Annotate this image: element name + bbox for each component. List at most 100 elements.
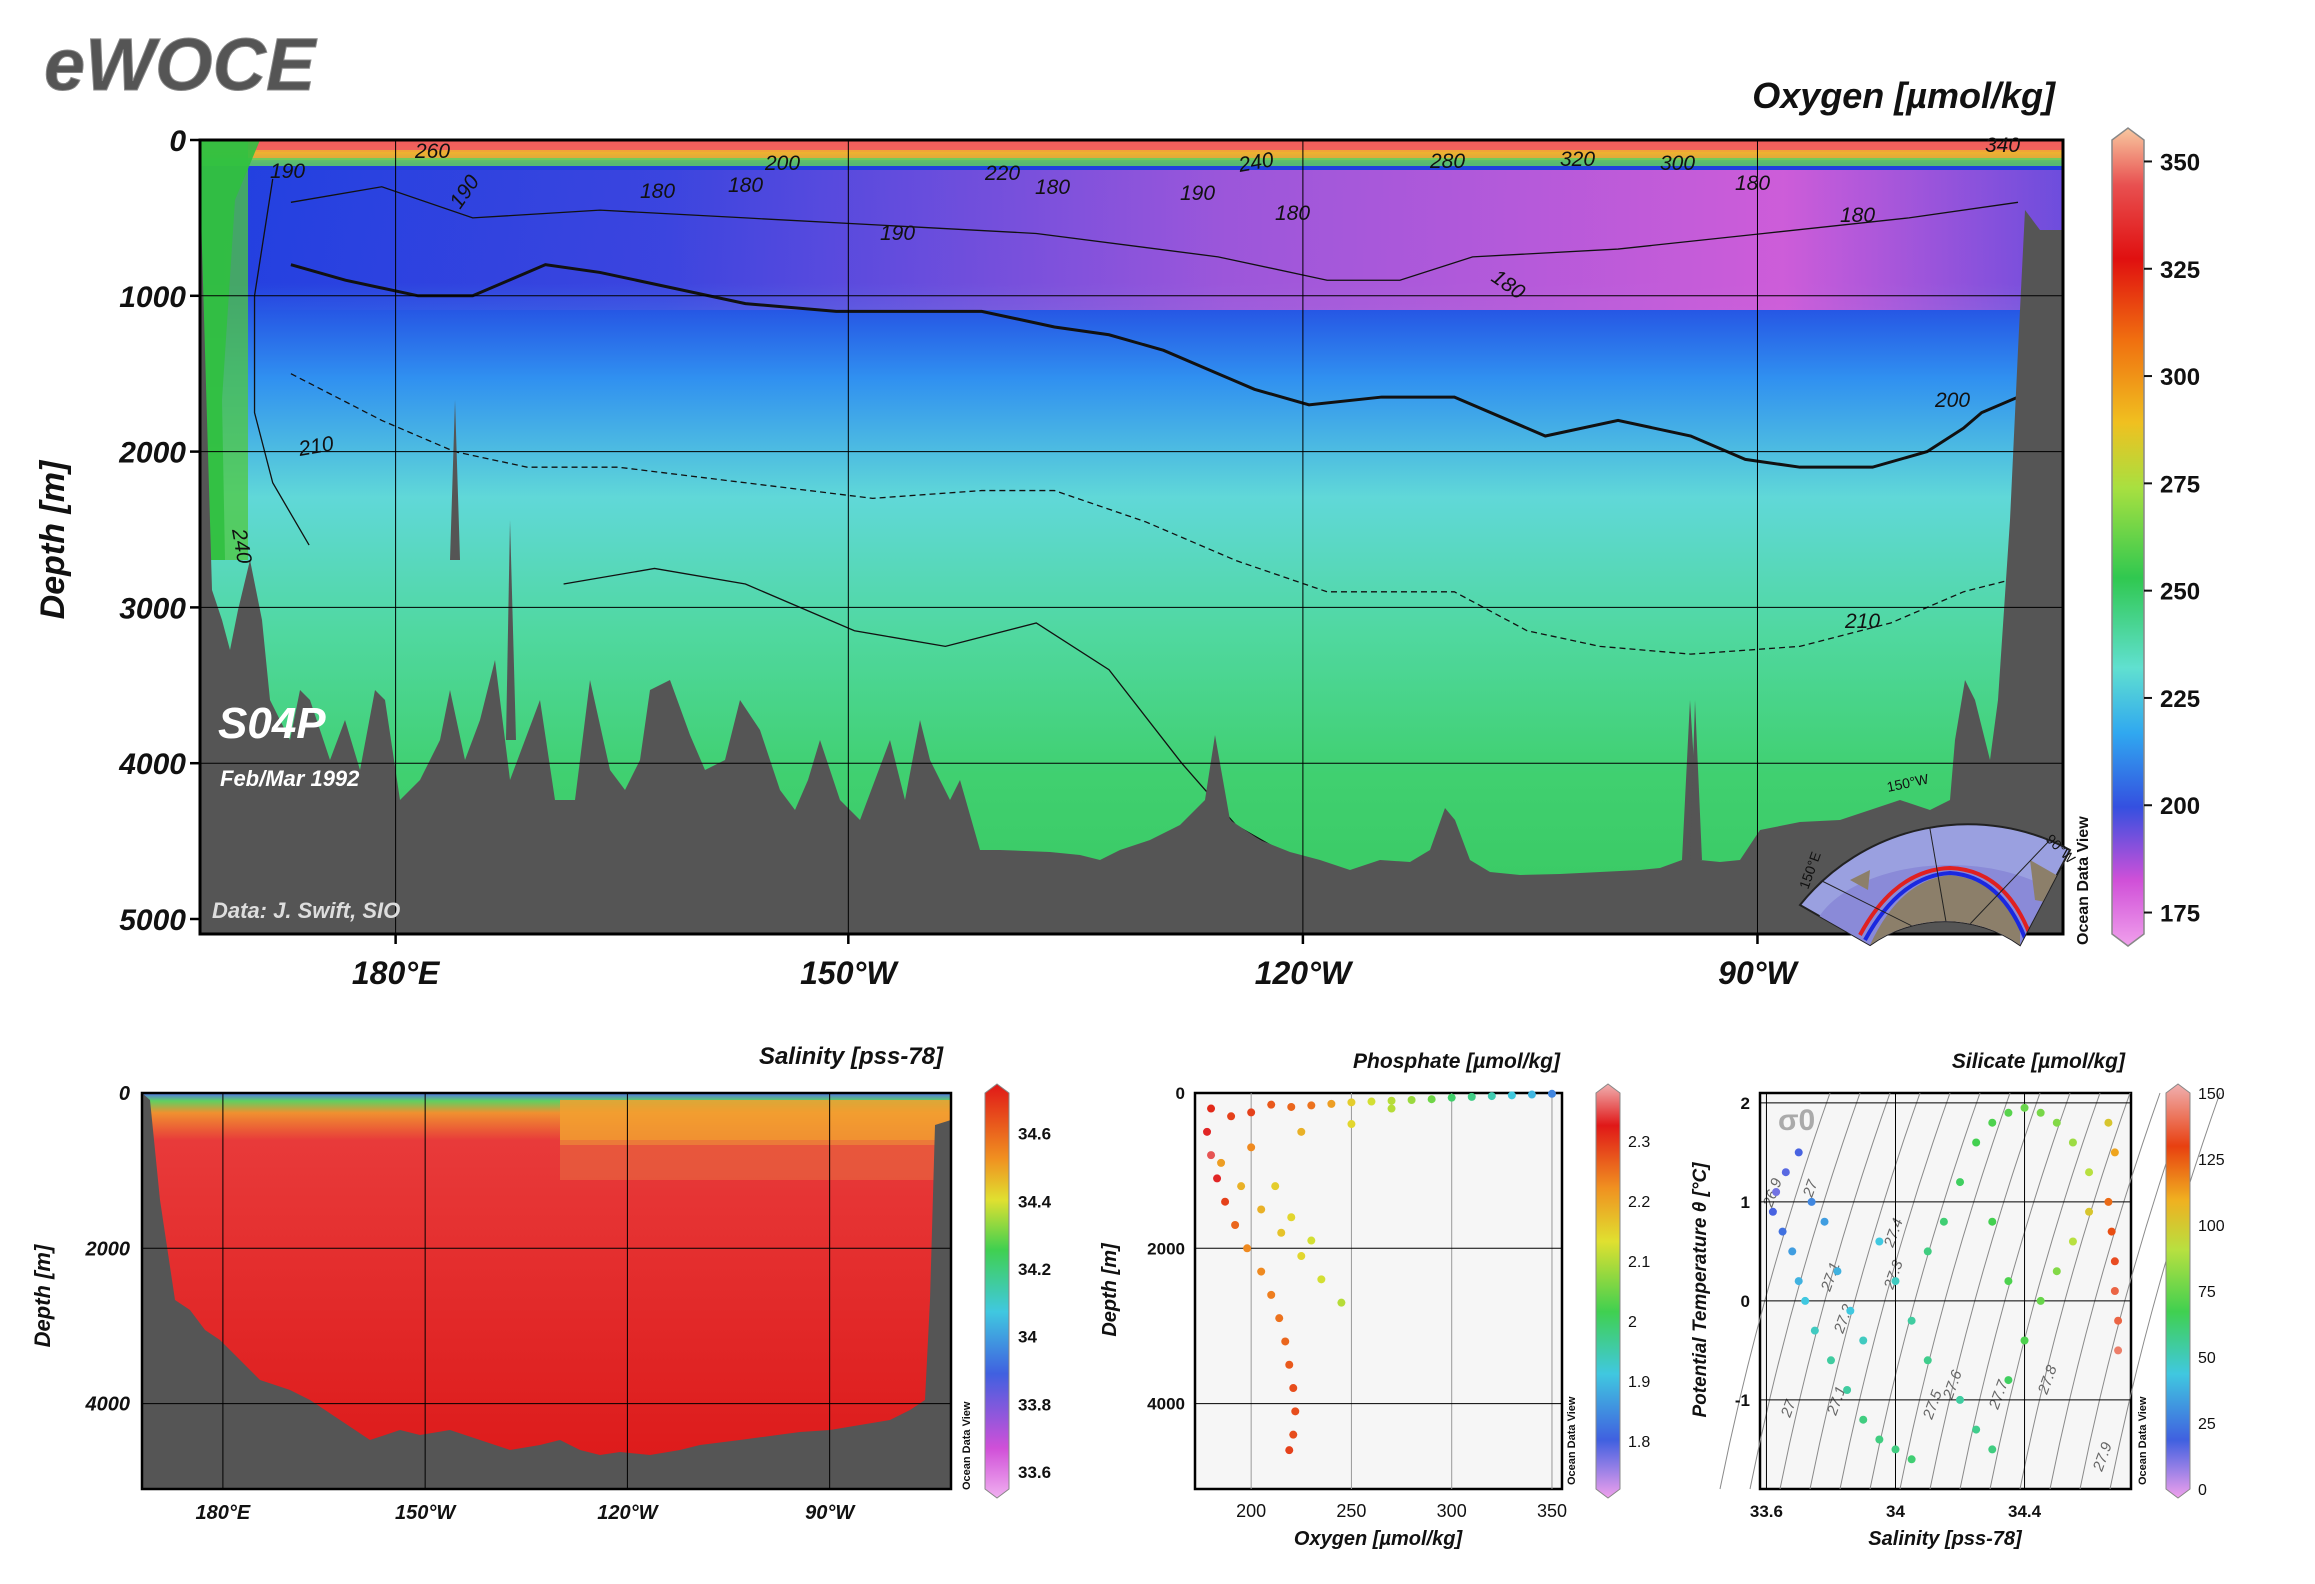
- silicate-x-tick-label: 34.4: [2008, 1502, 2042, 1521]
- oxygen-y-tick-label: 4000: [118, 748, 186, 781]
- silicate-point: [1956, 1395, 1965, 1404]
- phosphate-point: [1287, 1102, 1296, 1111]
- phosphate-title: Phosphate [µmol/kg]: [1353, 1050, 1561, 1073]
- silicate-colorbar: 0 25 50 75 100 125 150: [2165, 1083, 2225, 1499]
- silicate-y-tick-label: -1: [1735, 1391, 1750, 1410]
- silicate-point: [1972, 1138, 1981, 1147]
- silicate-point: [1781, 1168, 1790, 1177]
- silicate-point: [2052, 1118, 2061, 1127]
- silicate-point: [2068, 1237, 2077, 1246]
- oxygen-x-tick-label: 180°E: [352, 955, 441, 991]
- silicate-point: [1988, 1445, 1997, 1454]
- ewoce-logo: eWOCE: [44, 23, 318, 106]
- phosphate-y-tick-label: 0: [1176, 1084, 1185, 1103]
- silicate-colorbar-label: 150: [2198, 1086, 2225, 1103]
- silicate-point: [2036, 1296, 2045, 1305]
- phosphate-point: [1427, 1095, 1436, 1104]
- isopycnal-line: [1749, 1092, 1861, 1490]
- phosphate-point: [1527, 1090, 1536, 1099]
- phosphate-point: [1387, 1096, 1396, 1105]
- phosphate-point: [1203, 1127, 1212, 1136]
- phosphate-x-tick-label: 300: [1437, 1501, 1467, 1521]
- silicate-point: [1939, 1217, 1948, 1226]
- silicate-point: [1988, 1217, 1997, 1226]
- oxygen-field: [200, 140, 2063, 934]
- salinity-colorbar-label: 34.6: [1018, 1125, 1051, 1144]
- silicate-point: [1859, 1415, 1868, 1424]
- phosphate-x-label: Oxygen [µmol/kg]: [1294, 1528, 1464, 1550]
- silicate-point: [2004, 1108, 2013, 1117]
- oxygen-y-tick-label: 0: [169, 125, 186, 158]
- phosphate-point: [1267, 1100, 1276, 1109]
- oxygen-colorbar-label: 200: [2160, 793, 2200, 820]
- phosphate-point: [1467, 1092, 1476, 1101]
- silicate-plot-frame: [1758, 1091, 2133, 1491]
- oxygen-y-axis: 0 1000 2000 3000 4000 5000: [118, 125, 200, 937]
- silicate-point: [2085, 1168, 2094, 1177]
- silicate-point: [2114, 1346, 2123, 1355]
- phosphate-point: [1281, 1337, 1290, 1346]
- isopycnal-line: [1809, 1092, 1921, 1490]
- salinity-colorbar-label: 34: [1018, 1328, 1037, 1347]
- phosphate-point: [1487, 1092, 1496, 1101]
- silicate-point: [1907, 1455, 1916, 1464]
- silicate-point: [2004, 1277, 2013, 1286]
- silicate-point: [1768, 1207, 1777, 1216]
- silicate-colorbar-label: 25: [2198, 1416, 2216, 1433]
- isopycnal-line: [2019, 1092, 2131, 1490]
- phosphate-point: [1507, 1091, 1516, 1100]
- odv-watermark-silicate: Ocean Data View: [2137, 1396, 2149, 1485]
- phosphate-y-label: Depth [m]: [1099, 1242, 1121, 1337]
- oxygen-title: Oxygen [µmol/kg]: [1752, 75, 2056, 116]
- silicate-point: [2004, 1376, 2013, 1385]
- silicate-point: [1846, 1306, 1855, 1315]
- silicate-point: [1907, 1316, 1916, 1325]
- phosphate-x-tick-label: 200: [1236, 1501, 1266, 1521]
- oxygen-contour-label: 190: [270, 160, 305, 183]
- oxygen-colorbar-label: 275: [2160, 471, 2200, 498]
- oxygen-colorbar-label: 325: [2160, 257, 2200, 284]
- silicate-y-tick-label: 2: [1741, 1094, 1750, 1113]
- phosphate-point: [1237, 1182, 1246, 1191]
- phosphate-point: [1291, 1407, 1300, 1416]
- oxygen-colorbar-label: 225: [2160, 686, 2200, 713]
- phosphate-point: [1407, 1095, 1416, 1104]
- isopycnal-line: [1719, 1092, 1831, 1490]
- silicate-point: [2104, 1197, 2113, 1206]
- silicate-point: [2020, 1336, 2029, 1345]
- phosphate-point: [1207, 1151, 1216, 1160]
- oxygen-contour-label: 220: [984, 162, 1020, 185]
- salinity-grid: [142, 1093, 951, 1489]
- silicate-point: [1772, 1188, 1781, 1196]
- isopycnal-line: [2109, 1092, 2221, 1490]
- silicate-point: [1788, 1247, 1797, 1256]
- phosphate-point: [1287, 1213, 1296, 1222]
- silicate-point: [1923, 1247, 1932, 1256]
- salinity-y-axis: 0 2000 4000: [85, 1083, 131, 1416]
- silicate-point: [1801, 1296, 1810, 1305]
- sigma0-label: σ0: [1778, 1104, 1815, 1137]
- oxygen-contour-label: 180: [640, 180, 675, 203]
- phosphate-point: [1289, 1430, 1298, 1439]
- phosphate-colorbar-label: 1.9: [1628, 1374, 1650, 1391]
- oxygen-contour-240: [253, 178, 310, 546]
- phosphate-points: [1203, 1089, 1556, 1455]
- oxygen-y-tick-label: 1000: [119, 281, 186, 314]
- phosphate-x-axis: 200 250 300 350: [1236, 1501, 1567, 1521]
- salinity-colorbar-label: 34.4: [1018, 1192, 1052, 1211]
- phosphate-colorbar-label: 2.2: [1628, 1194, 1650, 1211]
- silicate-point: [2107, 1227, 2116, 1236]
- silicate-y-label: Potential Temperature θ [°C]: [1690, 1162, 1711, 1418]
- oxygen-contour-label: 200: [1934, 389, 1970, 412]
- silicate-point: [1820, 1217, 1829, 1226]
- silicate-point: [2114, 1316, 2123, 1325]
- phosphate-point: [1217, 1158, 1226, 1167]
- silicate-point: [2052, 1267, 2061, 1276]
- phosphate-y-axis: 0 2000 4000: [1147, 1084, 1185, 1414]
- phosphate-point: [1277, 1228, 1286, 1237]
- phosphate-point: [1547, 1089, 1556, 1098]
- salinity-y-tick-label: 2000: [85, 1238, 131, 1260]
- phosphate-y-tick-label: 4000: [1147, 1395, 1185, 1414]
- salinity-x-tick-label: 120°W: [597, 1502, 659, 1524]
- silicate-colorbar-label: 50: [2198, 1350, 2216, 1367]
